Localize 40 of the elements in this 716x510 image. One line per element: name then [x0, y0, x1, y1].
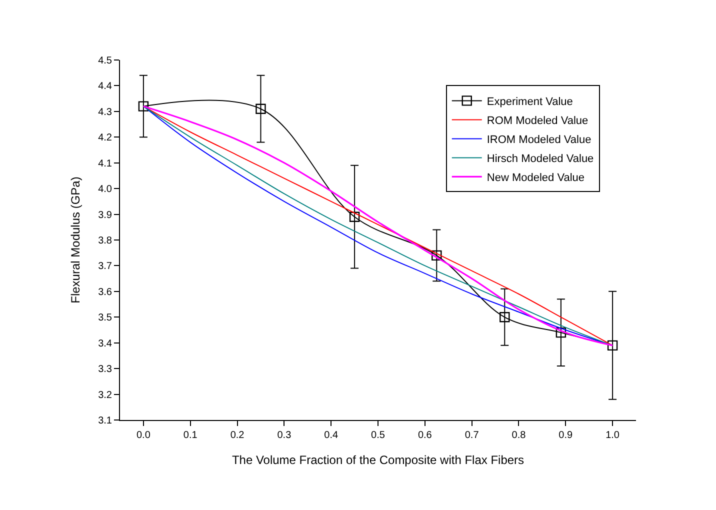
- point: [607, 340, 618, 351]
- x-tick-label: 0.1: [183, 430, 198, 441]
- y-tick-label: 4.4: [98, 81, 112, 92]
- legend-label: IROM Modeled Value: [486, 134, 592, 146]
- y-tick-label: 3.1: [98, 416, 112, 426]
- y-tick-label: 3.7: [98, 261, 112, 272]
- legend-label: New Modeled Value: [486, 172, 585, 184]
- y-tick-label: 3.5: [98, 312, 112, 324]
- y-tick-label: 3.4: [98, 338, 112, 350]
- y-tick-label: 4.0: [98, 184, 112, 196]
- legend-label: ROM Modeled Value: [486, 114, 588, 127]
- y-tick-label: 3.3: [98, 364, 112, 376]
- legend-label: Hirsch Modeled Value: [486, 152, 594, 165]
- y-tick-label: 4.2: [98, 132, 112, 144]
- y-tick-label: 4.1: [98, 158, 112, 170]
- x-tick-label: 0.3: [277, 430, 292, 441]
- point: [500, 312, 510, 322]
- point: [432, 250, 442, 261]
- y-tick-label: 3.2: [98, 390, 112, 401]
- x-tick-label: 0.8: [512, 430, 526, 441]
- y-tick-label: 3.6: [98, 286, 112, 298]
- y-tick-label: 3.8: [98, 236, 112, 246]
- point: [556, 327, 566, 338]
- y-axis-title: Flexural Modulus (GPa): [68, 176, 82, 304]
- x-tick-label: 0.9: [558, 430, 574, 441]
- point: [138, 101, 149, 112]
- y-tick-label: 3.9: [98, 210, 112, 221]
- x-tick-label: 0.5: [371, 430, 386, 441]
- x-tick-label: 0.4: [324, 430, 338, 441]
- y-tick-label: 4.5: [98, 56, 112, 66]
- x-tick-label: 0.0: [136, 430, 151, 441]
- point: [256, 104, 266, 114]
- x-tick-label: 0.2: [230, 430, 245, 441]
- x-axis-title: The Volume Fraction of the Composite with Flax Fibers: [232, 452, 524, 467]
- legend-label: Experiment Value: [486, 96, 573, 108]
- x-tick-label: 0.6: [418, 430, 432, 441]
- x-tick-label: 1.0: [606, 430, 620, 441]
- point: [349, 212, 360, 222]
- x-tick-label: 0.7: [464, 430, 480, 441]
- y-tick-label: 4.3: [98, 106, 112, 118]
